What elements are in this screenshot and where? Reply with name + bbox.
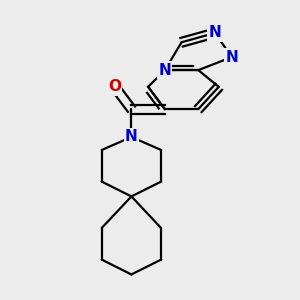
Text: N: N [208, 26, 221, 40]
Text: N: N [125, 130, 138, 145]
Text: O: O [108, 79, 121, 94]
Text: N: N [225, 50, 238, 64]
Text: N: N [158, 63, 171, 78]
